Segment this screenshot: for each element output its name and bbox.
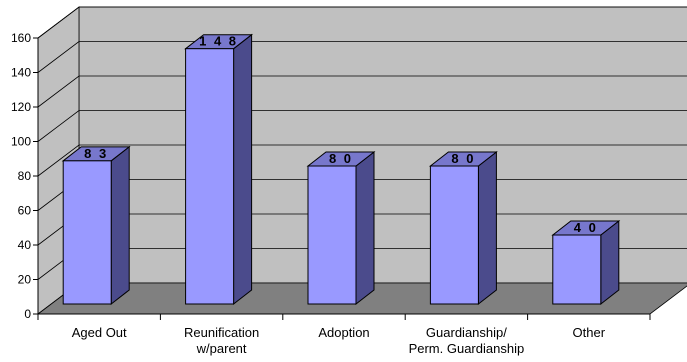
bar xyxy=(184,33,254,306)
bar-side xyxy=(355,150,375,306)
bar xyxy=(428,150,498,306)
data-labels: 8 3 1 4 8 8 0 8 0 4 0 xyxy=(84,34,598,235)
bar xyxy=(61,145,131,306)
x-tick-label: w/parent xyxy=(196,341,247,356)
data-label: 8 0 xyxy=(451,151,475,166)
bar xyxy=(306,150,376,306)
data-label: 4 0 xyxy=(574,220,598,235)
y-tick-label: 60 xyxy=(18,204,32,218)
y-tick-label: 80 xyxy=(18,169,32,183)
x-tick-label: Adoption xyxy=(318,325,369,340)
bar-front xyxy=(62,160,112,305)
x-tick-label: Aged Out xyxy=(72,325,127,340)
gridline xyxy=(37,144,687,177)
gridline xyxy=(37,6,687,39)
bar-front xyxy=(552,234,602,305)
gridline xyxy=(37,41,687,73)
gridline xyxy=(37,75,687,108)
x-tick-label: Other xyxy=(573,325,606,340)
bars xyxy=(61,33,621,306)
data-label: 8 0 xyxy=(329,151,353,166)
bar-side xyxy=(110,145,130,306)
bar-front xyxy=(429,165,479,305)
bar xyxy=(551,219,621,306)
y-tick-label: 120 xyxy=(11,100,31,114)
gridline xyxy=(37,110,687,142)
y-tick-label: 0 xyxy=(24,307,31,321)
bar-front xyxy=(185,48,235,305)
data-label: 1 4 8 xyxy=(199,34,238,49)
data-label: 8 3 xyxy=(84,146,108,161)
x-tick-label: Perm. Guardianship xyxy=(409,341,525,356)
x-tick-label: Guardianship/ xyxy=(426,325,507,340)
y-tick-labels: 0 20 40 60 80 100 120 140 160 xyxy=(11,31,31,321)
axes xyxy=(33,37,651,320)
x-tick-label: Reunification xyxy=(184,325,259,340)
bar-side xyxy=(477,150,497,306)
y-tick-label: 160 xyxy=(11,31,31,45)
y-tick-label: 100 xyxy=(11,135,31,149)
y-tick-label: 20 xyxy=(18,273,32,287)
y-tick-label: 40 xyxy=(18,238,32,252)
bar-side xyxy=(233,33,253,306)
y-tick-label: 140 xyxy=(11,66,31,80)
bar-front xyxy=(307,165,357,305)
